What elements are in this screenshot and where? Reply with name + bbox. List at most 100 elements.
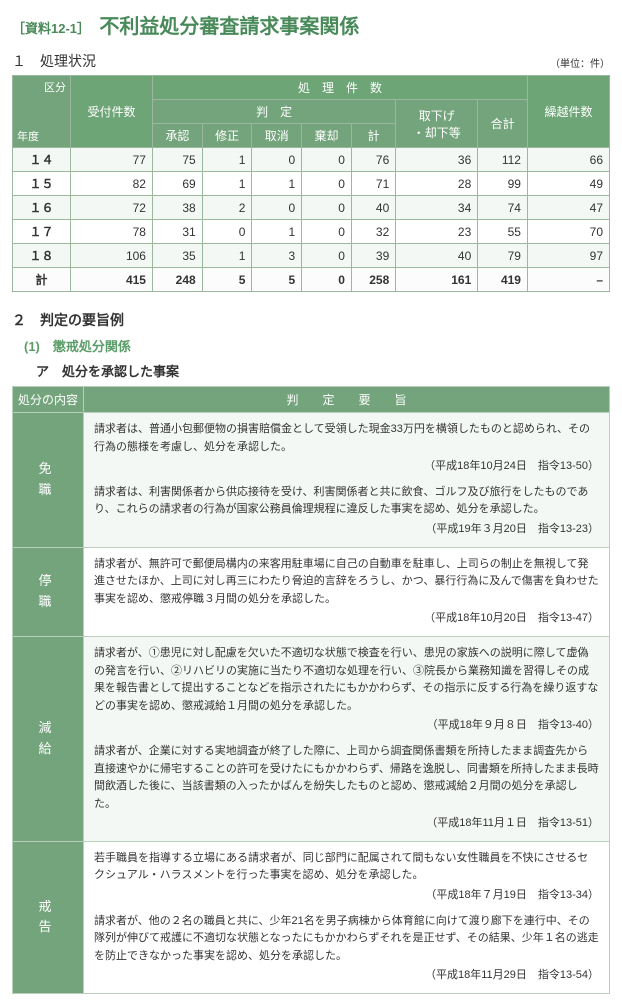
- status-table: 区分 年度 受付件数 処 理 件 数 繰越件数 判 定 取下げ ・却下等 合計 …: [12, 75, 610, 292]
- data-cell: 0: [252, 196, 302, 220]
- entry-block: 若手職員を指導する立場にある請求者が、同じ部門に配属されて間もない女性職員を不快…: [94, 850, 599, 905]
- entry-block: 請求者が、他の２名の職員と共に、少年21名を男子病棟から体育館に向けて渡り廊下を…: [94, 913, 599, 985]
- entry-text: 請求者は、利害関係者から供応接待を受け、利害関係者と共に飲食、ゴルフ及び旅行をし…: [94, 484, 599, 519]
- data-cell: 0: [302, 196, 352, 220]
- entry-block: 請求者は、普通小包郵便物の損害賠償金として受領した現金33万円を横領したものと認…: [94, 421, 599, 476]
- diag-top-label: 区分: [44, 79, 66, 95]
- category-cell: 停 職: [13, 547, 84, 636]
- data-cell: –: [527, 268, 609, 292]
- year-cell: １６: [13, 196, 71, 220]
- table-row: １４7775100763611266: [13, 148, 610, 172]
- entry-text: 請求者が、①患児に対し配慮を欠いた不適切な状態で検査を行い、患児の家族への説明に…: [94, 645, 599, 715]
- data-cell: 258: [351, 268, 395, 292]
- example-row: 減 給請求者が、①患児に対し配慮を欠いた不適切な状態で検査を行い、患児の家族への…: [13, 636, 610, 841]
- data-cell: 106: [71, 244, 153, 268]
- data-cell: 82: [71, 172, 153, 196]
- data-cell: 112: [478, 148, 528, 172]
- col-shounin: 承認: [152, 124, 202, 148]
- data-cell: 47: [527, 196, 609, 220]
- document-header: ［資料12-1］ 不利益処分審査請求事案関係: [12, 10, 610, 39]
- col-summary: 判 定 要 旨: [84, 387, 610, 413]
- col-torisage: 取下げ ・却下等: [396, 100, 478, 148]
- entry-block: 請求者が、企業に対する実地調査が終了した際に、上司から調査関係書類を所持したまま…: [94, 743, 599, 833]
- data-cell: 75: [152, 148, 202, 172]
- summary-cell: 請求者が、無許可で郵便局構内の来客用駐車場に自己の自動車を駐車し、上司らの制止を…: [84, 547, 610, 636]
- data-cell: 1: [202, 244, 252, 268]
- data-cell: 32: [351, 220, 395, 244]
- total-label: 計: [13, 268, 71, 292]
- col-kikyaku: 棄却: [302, 124, 352, 148]
- data-cell: 35: [152, 244, 202, 268]
- diagonal-header: 区分 年度: [13, 76, 71, 148]
- data-cell: 0: [302, 244, 352, 268]
- entry-date-ref: （平成19年３月20日 指令13-23）: [94, 521, 599, 539]
- col-uketuke: 受付件数: [71, 76, 153, 148]
- data-cell: 1: [202, 172, 252, 196]
- data-cell: 97: [527, 244, 609, 268]
- data-cell: 248: [152, 268, 202, 292]
- data-cell: 23: [396, 220, 478, 244]
- data-cell: 55: [478, 220, 528, 244]
- section-2-heading: ２ 判定の要旨例: [12, 310, 610, 330]
- entry-date-ref: （平成18年11月１日 指令13-51）: [94, 815, 599, 833]
- entry-text: 請求者が、無許可で郵便局構内の来客用駐車場に自己の自動車を駐車し、上司らの制止を…: [94, 556, 599, 609]
- data-cell: 40: [396, 244, 478, 268]
- data-cell: 99: [478, 172, 528, 196]
- table-row: １５826911071289949: [13, 172, 610, 196]
- data-cell: 1: [252, 220, 302, 244]
- data-cell: 0: [302, 172, 352, 196]
- data-cell: 0: [302, 268, 352, 292]
- data-cell: 36: [396, 148, 478, 172]
- section-2-sub-a: (1) 懲戒処分関係: [12, 336, 610, 355]
- summary-cell: 請求者は、普通小包郵便物の損害賠償金として受領した現金33万円を横領したものと認…: [84, 413, 610, 548]
- example-row: 停 職請求者が、無許可で郵便局構内の来客用駐車場に自己の自動車を駐車し、上司らの…: [13, 547, 610, 636]
- entry-date-ref: （平成18年11月29日 指令13-54）: [94, 967, 599, 985]
- data-cell: 77: [71, 148, 153, 172]
- data-cell: 5: [202, 268, 252, 292]
- example-table: 処分の内容 判 定 要 旨 免 職請求者は、普通小包郵便物の損害賠償金として受領…: [12, 386, 610, 994]
- data-cell: 34: [396, 196, 478, 220]
- summary-cell: 請求者が、①患児に対し配慮を欠いた不適切な状態で検査を行い、患児の家族への説明に…: [84, 636, 610, 841]
- data-cell: 76: [351, 148, 395, 172]
- entry-block: 請求者が、無許可で郵便局構内の来客用駐車場に自己の自動車を駐車し、上司らの制止を…: [94, 556, 599, 628]
- col-kei: 計: [351, 124, 395, 148]
- data-cell: 161: [396, 268, 478, 292]
- entry-text: 請求者は、普通小包郵便物の損害賠償金として受領した現金33万円を横領したものと認…: [94, 421, 599, 456]
- col-torikeshi: 取消: [252, 124, 302, 148]
- col-goukei: 合計: [478, 100, 528, 148]
- entry-date-ref: （平成18年10月20日 指令13-47）: [94, 610, 599, 628]
- data-cell: 71: [351, 172, 395, 196]
- year-cell: １７: [13, 220, 71, 244]
- table-row: １７783101032235570: [13, 220, 610, 244]
- data-cell: 0: [302, 220, 352, 244]
- year-cell: １５: [13, 172, 71, 196]
- data-cell: 0: [202, 220, 252, 244]
- unit-label: （単位：件）: [550, 55, 610, 70]
- total-row: 計415248550258161419–: [13, 268, 610, 292]
- data-cell: 28: [396, 172, 478, 196]
- category-cell: 免 職: [13, 413, 84, 548]
- data-cell: 72: [71, 196, 153, 220]
- document-id: ［資料12-1］: [12, 21, 90, 36]
- data-cell: 66: [527, 148, 609, 172]
- data-cell: 70: [527, 220, 609, 244]
- col-shori: 処 理 件 数: [152, 76, 527, 100]
- data-cell: 31: [152, 220, 202, 244]
- entry-text: 請求者が、他の２名の職員と共に、少年21名を男子病棟から体育館に向けて渡り廊下を…: [94, 913, 599, 966]
- section-1-heading: １ 処理状況: [12, 51, 96, 71]
- document-title: 不利益処分審査請求事案関係: [99, 16, 359, 38]
- category-cell: 戒 告: [13, 841, 84, 993]
- data-cell: 3: [252, 244, 302, 268]
- entry-text: 請求者が、企業に対する実地調査が終了した際に、上司から調査関係書類を所持したまま…: [94, 743, 599, 813]
- example-row: 免 職請求者は、普通小包郵便物の損害賠償金として受領した現金33万円を横領したも…: [13, 413, 610, 548]
- summary-cell: 若手職員を指導する立場にある請求者が、同じ部門に配属されて間もない女性職員を不快…: [84, 841, 610, 993]
- entry-date-ref: （平成18年７月19日 指令13-34）: [94, 887, 599, 905]
- data-cell: 415: [71, 268, 153, 292]
- diag-bottom-label: 年度: [17, 128, 39, 144]
- entry-date-ref: （平成18年10月24日 指令13-50）: [94, 458, 599, 476]
- data-cell: 0: [302, 148, 352, 172]
- data-cell: 5: [252, 268, 302, 292]
- col-hantei: 判 定: [152, 100, 395, 124]
- data-cell: 38: [152, 196, 202, 220]
- data-cell: 40: [351, 196, 395, 220]
